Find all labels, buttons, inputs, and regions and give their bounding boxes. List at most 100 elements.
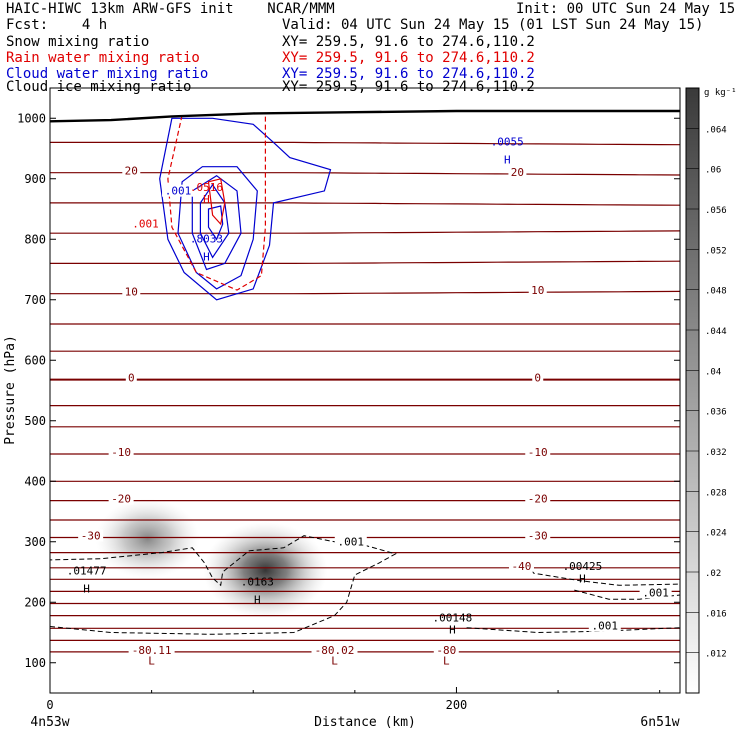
snow-mixing-ratio-fill xyxy=(95,498,328,619)
plot-frame xyxy=(49,87,681,694)
colorbar-tick-label: .016 xyxy=(705,609,727,619)
low-marker: L xyxy=(443,655,450,668)
snow-max-value: .01477 xyxy=(67,564,107,577)
low-marker: L xyxy=(148,655,155,668)
isotherm-label: 0 xyxy=(128,372,135,385)
cloud-water-max-marker: H xyxy=(504,154,511,167)
ice-contour-label-bg xyxy=(588,619,621,632)
y-tick-label: 800 xyxy=(24,232,46,246)
low-marker: L xyxy=(331,655,338,668)
field-label-snow: Snow mixing ratio xyxy=(6,34,150,50)
isotherm-label: -10 xyxy=(111,446,131,459)
snow-max-value: .0163 xyxy=(241,575,274,588)
field-label-cloud-ice: Cloud ice mixing ratio xyxy=(6,79,192,95)
field-xy-rain: XY= 259.5, 91.6 to 274.6,110.2 xyxy=(282,50,535,66)
isotherm-label: -80.02 xyxy=(315,644,355,657)
isotherm-label-bg xyxy=(532,371,544,384)
snow-max-marker: H xyxy=(83,583,90,596)
isotherm-label: 20 xyxy=(511,166,524,179)
isotherm-label-bg xyxy=(525,492,551,505)
colorbar-ticks: .012 .016 .02 .024 .028 .032 .036 .04 .044 .048 .0… xyxy=(686,125,727,660)
colorbar xyxy=(685,87,700,694)
rain-water-label-bg xyxy=(129,217,162,230)
y-axis-title: Pressure (hPa) xyxy=(3,335,18,445)
isotherm-label: -20 xyxy=(111,493,131,506)
isotherm-line xyxy=(50,230,680,234)
isotherm-label: 10 xyxy=(125,286,138,299)
isotherm-label-bg xyxy=(525,446,551,459)
isotherm-line xyxy=(50,172,680,176)
isotherm-label-bg xyxy=(122,285,141,298)
colorbar-tick-label: .056 xyxy=(705,206,727,216)
y-tick-label: 900 xyxy=(24,172,46,186)
x-end-label-right: 6n51w xyxy=(640,715,679,730)
temperature-contours xyxy=(50,141,680,653)
isotherm-label: -20 xyxy=(528,493,548,506)
colorbar-unit: g kg⁻¹ xyxy=(704,88,737,98)
isotherm-label: -40 xyxy=(512,560,532,573)
isotherm-label: -10 xyxy=(528,446,548,459)
title-left: HAIC-HIWC 13km ARW-GFS init NCAR/MMM xyxy=(6,1,335,17)
init-time: Init: 00 UTC Sun 24 May 15 xyxy=(516,1,736,17)
field-xy-cloud-ice: XY= 259.5, 91.6 to 274.6,110.2 xyxy=(282,79,535,95)
colorbar-tick-label: .064 xyxy=(705,125,727,135)
isotherm-label-bg xyxy=(128,643,175,656)
forecast-hour: Fcst: 4 h xyxy=(6,17,108,33)
cloud-water-max-marker: H xyxy=(203,250,210,263)
ice-contour-label-bg xyxy=(639,586,672,599)
colorbar-tick-label: .032 xyxy=(705,448,727,458)
cloud-water-label: .001 xyxy=(165,185,192,198)
field-xy-cloud-water: XY= 259.5, 91.6 to 274.6,110.2 xyxy=(282,66,535,82)
ice-contour-label-bg xyxy=(334,535,367,548)
x-end-label-left: 4n53w xyxy=(30,715,69,730)
y-tick-label: 500 xyxy=(24,414,46,428)
x-axis-title: Distance (km) xyxy=(314,715,416,730)
isotherm-label: -80.11 xyxy=(132,644,172,657)
ice-max-marker: H xyxy=(449,624,456,637)
ice-contour-main xyxy=(50,535,397,635)
colorbar-tick-label: .06 xyxy=(705,166,721,176)
isotherm-line xyxy=(50,202,680,206)
isotherm-label-bg xyxy=(78,529,104,542)
isotherm-label-bg xyxy=(122,164,141,177)
ice-contour-east xyxy=(527,562,680,586)
y-tick-label: 300 xyxy=(24,535,46,549)
isotherm-label-bg xyxy=(528,283,547,296)
isotherm-label-bg xyxy=(508,559,534,572)
ice-contour-northeast-2 xyxy=(574,589,680,600)
y-tick-label: 1000 xyxy=(17,111,46,125)
isotherm-label: 10 xyxy=(531,284,544,297)
isotherm-label-bg xyxy=(108,492,134,505)
y-tick-label: 100 xyxy=(24,656,46,670)
isotherm-label: -30 xyxy=(528,530,548,543)
cloud-water-contour-2 xyxy=(177,166,258,290)
cloud-water-contour-5 xyxy=(207,205,224,241)
ice-max-value: .00148 xyxy=(433,612,473,625)
colorbar-tick-label: .052 xyxy=(705,246,727,256)
cloud-water-contours xyxy=(159,117,332,301)
surface-pressure-line xyxy=(50,109,680,123)
cloud-water-max-value: .0055 xyxy=(491,135,524,148)
snow-max-marker: H xyxy=(254,593,261,606)
isotherm-label: 20 xyxy=(125,165,138,178)
cloud-water-label-bg xyxy=(162,184,195,197)
isotherm-label: -30 xyxy=(81,530,101,543)
isotherm-label-bg xyxy=(311,643,358,656)
y-tick-label: 200 xyxy=(24,595,46,609)
isotherm-label-bg xyxy=(433,643,459,656)
colorbar-tick-label: .036 xyxy=(705,408,727,418)
isotherm-label: 0 xyxy=(534,372,541,385)
ice-max-marker: H xyxy=(579,572,586,585)
colorbar-tick-label: .02 xyxy=(705,569,721,579)
contour-labels: -80.11L-80.02L-80L-40-30 -30-20 -20-10 -100… xyxy=(67,135,672,668)
field-label-rain: Rain water mixing ratio xyxy=(6,50,200,66)
isotherm-line xyxy=(50,290,680,295)
field-label-cloud-water: Cloud water mixing ratio xyxy=(6,66,209,82)
cloud-water-max-value: .8033 xyxy=(190,232,223,245)
isotherm-label-bg xyxy=(525,529,551,542)
isotherm-line xyxy=(50,141,680,146)
terrain-surface xyxy=(50,109,680,123)
y-tick-label: 700 xyxy=(24,293,46,307)
